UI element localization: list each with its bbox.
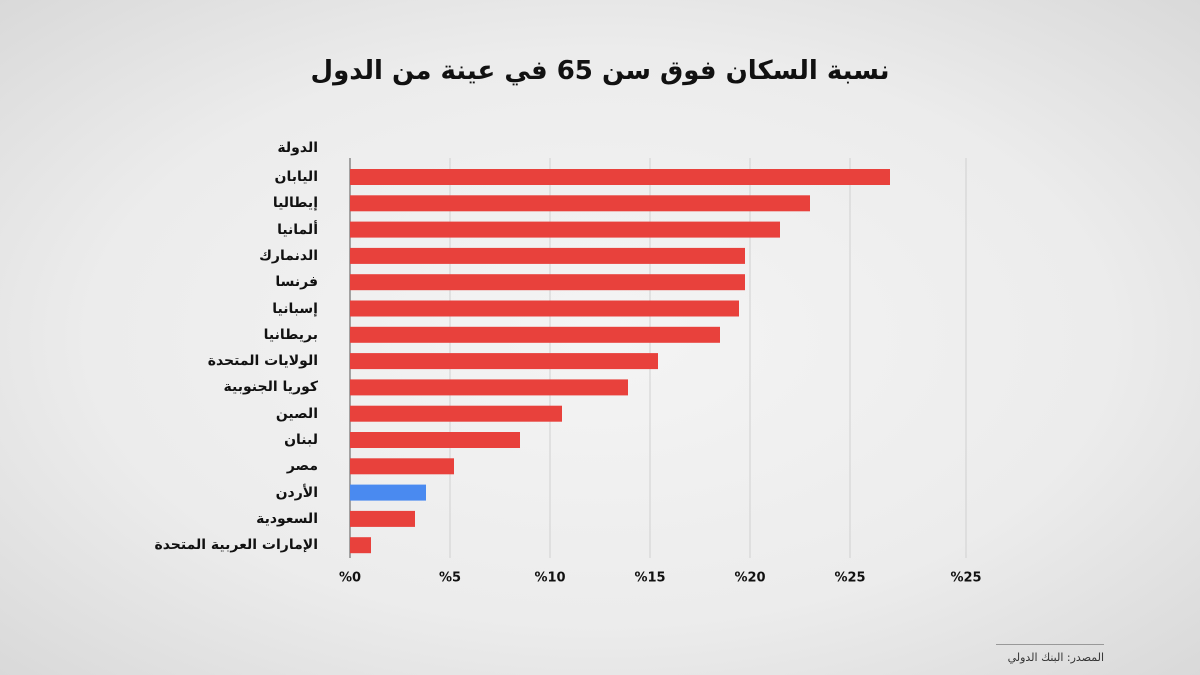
x-tick-label: %25	[950, 571, 981, 586]
y-tick-label: الدنمارك	[259, 247, 318, 264]
y-tick-label: لبنان	[284, 432, 318, 448]
bar	[350, 484, 426, 501]
bar	[350, 195, 810, 212]
y-tick-label: إسبانيا	[272, 300, 318, 317]
bar	[350, 537, 371, 554]
bar	[350, 353, 658, 370]
y-tick-label: بريطانيا	[263, 326, 318, 343]
x-tick-label: %20	[734, 571, 765, 586]
x-tick-label: %25	[834, 571, 865, 586]
y-tick-label: كوريا الجنوبية	[223, 379, 318, 396]
bar	[350, 432, 520, 448]
bar	[350, 274, 745, 291]
bar	[350, 458, 454, 475]
x-tick-label: %0	[339, 571, 361, 586]
y-tick-label: إيطاليا	[272, 195, 318, 212]
source: المصدر: البنك الدولي	[996, 644, 1104, 664]
y-tick-label: مصر	[286, 458, 318, 475]
chart-title: نسبة السكان فوق سن 65 في عينة من الدول	[310, 56, 890, 86]
y-tick-label: الإمارات العربية المتحدة	[154, 537, 318, 554]
y-tick-label: الأردن	[275, 484, 318, 501]
x-tick-label: %15	[634, 571, 665, 586]
y-tick-label: فرنسا	[275, 274, 318, 291]
bar	[350, 379, 628, 396]
y-tick-label: الولايات المتحدة	[207, 353, 318, 370]
y-tick-label: اليابان	[274, 169, 319, 185]
axis-label: الدولة	[277, 140, 318, 156]
y-tick-label: السعودية	[256, 510, 318, 527]
bar	[350, 300, 739, 317]
y-tick-label: الصين	[275, 405, 318, 422]
bar	[350, 326, 720, 343]
bar	[350, 169, 890, 185]
x-tick-label: %5	[439, 571, 461, 586]
bar	[350, 221, 780, 238]
bar	[350, 247, 745, 264]
y-tick-label: ألمانيا	[277, 221, 318, 238]
bar	[350, 405, 562, 422]
bar	[350, 510, 415, 527]
x-tick-label: %10	[534, 571, 565, 586]
